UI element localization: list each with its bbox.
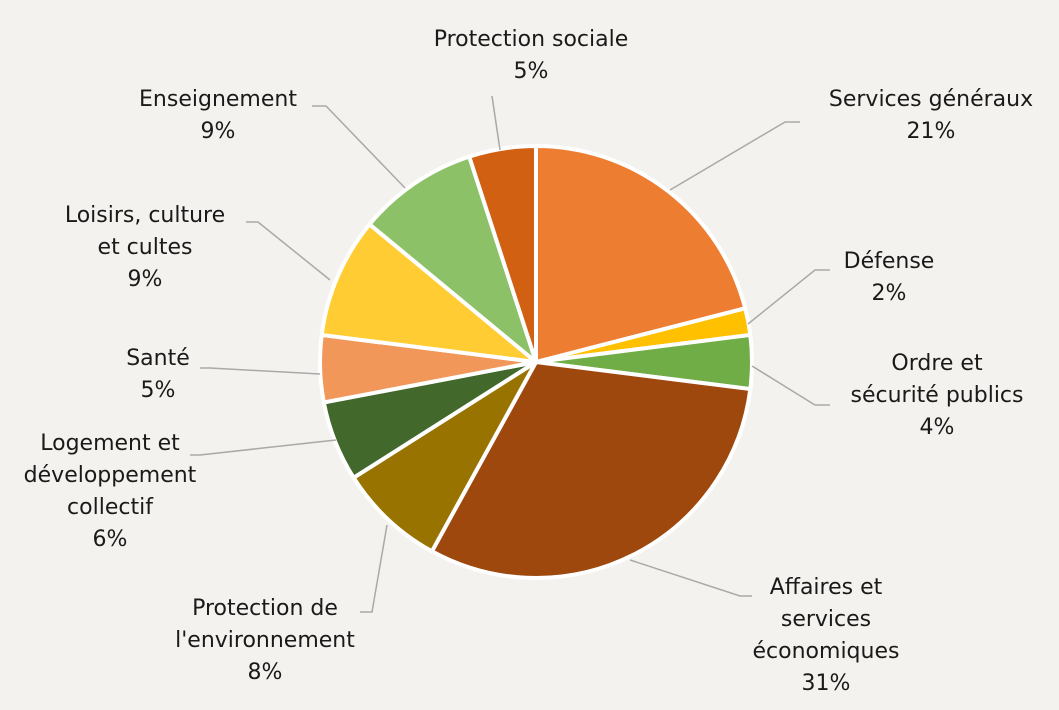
slice-value-label: 31% [802, 671, 851, 696]
slice-value-label: 6% [93, 527, 128, 552]
leader-line [360, 524, 388, 613]
slice-value-label: 2% [872, 281, 907, 306]
slice-name-label: Protection de [192, 596, 338, 621]
slice-label: Ordre et sécurité publics 4% [850, 351, 1023, 440]
slice-label: Services généraux 21% [829, 87, 1033, 144]
slice-label: Affaires et services économiques 31% [753, 575, 900, 696]
slice-name-label: Services généraux [829, 87, 1033, 112]
slice-name-label: Santé [126, 346, 190, 371]
leader-line [491, 95, 501, 151]
slice-name-label: Défense [844, 249, 935, 274]
slice-name-label: économiques [753, 639, 900, 664]
pie-slice [367, 154, 538, 364]
slice-label: Logement et développement collectif 6% [24, 431, 197, 552]
slice-label: Protection de l'environnement 8% [175, 596, 355, 685]
slice-value-label: 4% [920, 415, 955, 440]
leader-line [747, 269, 830, 325]
slice-name-label: Affaires et [770, 575, 883, 600]
slice-name-label: Ordre et [891, 351, 983, 376]
slice-value-label: 5% [141, 378, 176, 403]
slice-label: Loisirs, culture et cultes 9% [65, 203, 225, 292]
slice-name-label: Logement et [40, 431, 180, 456]
slice-value-label: 9% [201, 119, 236, 144]
slice-name-label: Enseignement [139, 87, 297, 112]
pie-slice [429, 360, 753, 580]
leader-line [190, 439, 337, 456]
leader-line [200, 367, 321, 375]
slice-value-label: 5% [514, 59, 549, 84]
slice-label: Défense 2% [844, 249, 935, 306]
slice-name-label: Protection sociale [434, 27, 629, 52]
leader-line [629, 559, 752, 597]
slice-name-label: et cultes [98, 235, 193, 260]
leader-lines [190, 95, 830, 613]
pie-slice [534, 144, 748, 364]
slice-name-label: services [781, 607, 871, 632]
slice-labels: Services généraux 21% Défense 2% Ordre et séc… [24, 27, 1033, 696]
leader-line [751, 365, 830, 406]
pie-slice [351, 360, 538, 554]
leader-line [669, 121, 800, 191]
leader-line [312, 105, 406, 189]
pie-slice [319, 222, 538, 364]
pie-slice [467, 144, 538, 364]
slice-label: Enseignement 9% [139, 87, 297, 144]
slice-name-label: Loisirs, culture [65, 203, 225, 228]
pie-slices [318, 144, 754, 580]
leader-line [246, 221, 331, 281]
slice-name-label: sécurité publics [850, 383, 1023, 408]
slice-value-label: 21% [907, 119, 956, 144]
slice-name-label: développement [24, 463, 197, 488]
slice-name-label: collectif [67, 495, 154, 520]
slice-label: Santé 5% [126, 346, 190, 403]
slice-label: Protection sociale 5% [434, 27, 629, 84]
slice-value-label: 8% [248, 660, 283, 685]
slice-value-label: 9% [128, 267, 163, 292]
slice-name-label: l'environnement [175, 628, 355, 653]
